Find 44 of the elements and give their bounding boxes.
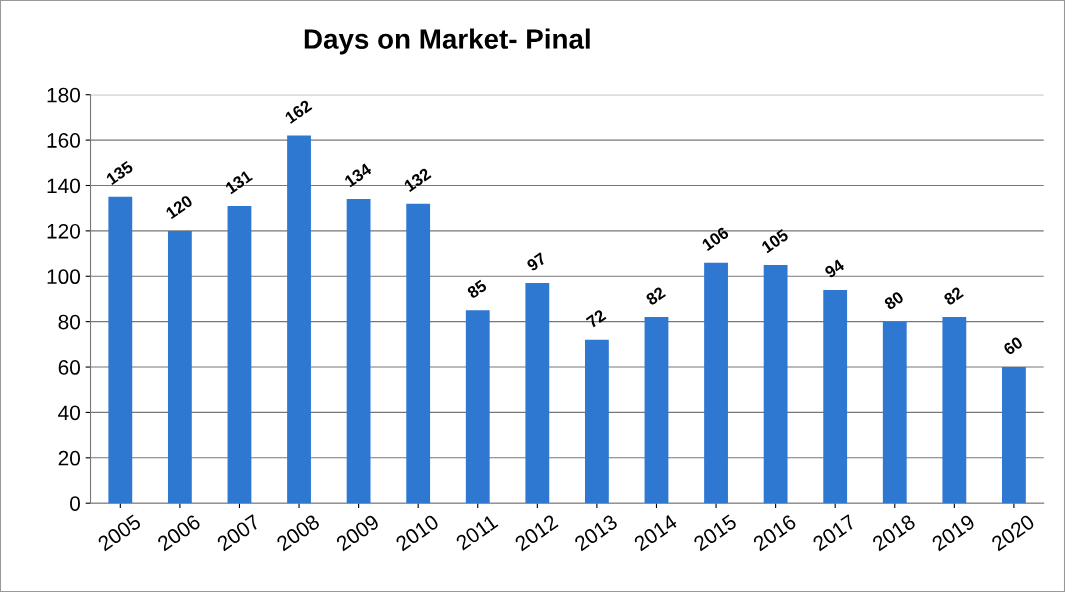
data-label: 105 [760,228,790,254]
data-label: 134 [343,162,373,188]
bar [287,135,311,504]
data-label: 80 [883,290,905,311]
bar [882,321,907,504]
chart-title: Days on Market- Pinal [304,28,590,55]
bar [942,317,967,504]
bar [823,289,848,504]
bar [346,199,371,504]
y-tick-label: 20 [58,450,80,466]
bar [227,205,252,504]
y-tick-label: 120 [47,223,80,239]
bar [584,339,609,504]
data-label: 60 [1002,336,1024,356]
data-label: 162 [284,99,313,124]
y-tick-label: 100 [47,269,80,285]
y-tick-label: 60 [58,360,80,375]
y-tick-label: 0 [70,496,80,511]
data-label: 82 [942,286,964,306]
x-tick-label: 2011 [455,513,499,551]
data-label: 72 [585,308,607,329]
data-label: 131 [224,169,254,195]
data-label: 82 [645,286,667,306]
bar [704,262,728,504]
y-tick-label: 180 [47,87,80,103]
data-label: 132 [403,167,432,193]
bar [406,203,431,504]
bar [108,196,133,504]
bar [763,264,788,504]
data-label: 97 [526,252,547,272]
bar [525,283,550,504]
bar [167,230,192,504]
y-tick-label: 160 [47,133,80,148]
y-tick-label: 40 [58,405,80,421]
bar [465,310,490,504]
bar [1002,367,1026,504]
data-label: 120 [165,194,194,220]
bar [644,317,669,504]
data-label: 94 [823,258,846,279]
y-tick-label: 80 [58,314,80,330]
data-label: 106 [701,226,730,252]
y-tick-label: 140 [47,178,80,194]
data-label: 135 [105,160,134,186]
data-label: 85 [466,279,488,299]
